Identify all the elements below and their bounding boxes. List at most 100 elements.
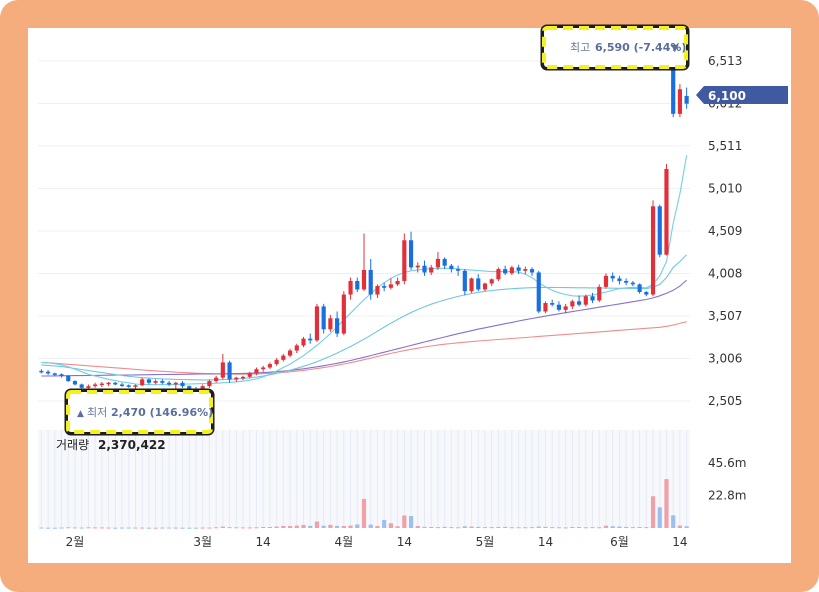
date-tick-label: 5월 — [476, 535, 495, 549]
candle — [59, 373, 64, 378]
candle-body — [590, 296, 595, 301]
candle-body — [220, 362, 225, 378]
price-tick-label: 4,509 — [708, 224, 742, 238]
candle-body — [234, 377, 239, 380]
volume-bar — [133, 527, 138, 529]
candle — [570, 299, 575, 309]
current-price-value: 6,100 — [708, 89, 746, 103]
candlestick-series — [39, 40, 689, 393]
candle — [240, 375, 246, 381]
candle-body — [408, 240, 414, 268]
volume-bar — [193, 527, 199, 529]
volume-bar — [254, 527, 259, 529]
volume-bar — [610, 526, 615, 528]
volume-bar — [59, 527, 64, 529]
volume-axis: 45.6m 22.8m — [708, 456, 746, 503]
candle-body — [93, 384, 98, 387]
volume-bar — [570, 527, 575, 529]
date-tick-label: 14 — [538, 535, 553, 549]
volume-bar — [644, 527, 649, 529]
candle-body — [99, 383, 104, 386]
volume-bar — [72, 527, 78, 529]
candle-body — [529, 269, 535, 273]
volume-bar — [79, 527, 84, 529]
volume-bar — [449, 527, 454, 529]
candle-body — [335, 318, 340, 334]
date-tick-label: 6월 — [610, 535, 629, 549]
candle — [395, 277, 400, 287]
candle-body — [281, 355, 286, 360]
candle-body — [160, 381, 165, 383]
candle — [308, 333, 313, 344]
candle-body — [207, 381, 212, 387]
candle-body — [355, 280, 360, 290]
candle-body — [79, 384, 84, 388]
volume-bar — [577, 527, 582, 529]
ma20-line — [41, 254, 687, 381]
candle-body — [200, 386, 205, 390]
candle — [106, 381, 111, 387]
volume-bar — [140, 527, 145, 529]
candle — [281, 353, 286, 362]
candle-body — [361, 269, 367, 290]
price-tick-label: 5,010 — [708, 182, 742, 196]
candle — [563, 303, 568, 314]
candle-body — [72, 381, 78, 385]
volume-bar — [395, 526, 400, 528]
candle — [476, 274, 481, 292]
candle — [456, 265, 461, 276]
candle — [496, 267, 501, 281]
high-down-arrow-icon: ▼ — [671, 43, 679, 54]
candle-body — [214, 377, 219, 382]
candle — [610, 272, 615, 282]
ma60-line — [41, 279, 687, 377]
high-value: 6,590 (-7.44%) — [595, 41, 686, 54]
candle-body — [570, 301, 575, 307]
candle — [274, 358, 279, 366]
candle — [52, 372, 57, 376]
volume-bar — [597, 527, 602, 529]
volume-bar — [119, 527, 125, 529]
candle-body — [563, 306, 568, 310]
candle-body — [442, 258, 447, 266]
volume-bar — [650, 496, 656, 528]
candle — [234, 376, 239, 382]
volume-bars — [39, 479, 689, 529]
volume-bar — [637, 527, 642, 529]
volume-bar — [529, 527, 535, 529]
volume-bar — [287, 526, 293, 528]
candle — [684, 87, 689, 109]
candle — [166, 381, 172, 387]
candle — [577, 295, 582, 307]
low-value: 2,470 (146.96%) — [111, 406, 213, 419]
candle-body — [267, 364, 272, 368]
price-tick-label: 3,006 — [708, 352, 742, 366]
candle — [382, 282, 387, 292]
low-up-arrow-icon: ▲ — [77, 409, 84, 419]
candle — [536, 270, 541, 314]
volume-bar — [375, 526, 380, 528]
volume-bar — [624, 526, 629, 528]
date-tick-label: 3월 — [193, 535, 212, 549]
volume-bar — [516, 527, 521, 529]
candle — [287, 348, 293, 358]
candle — [180, 381, 185, 388]
candle-body — [415, 265, 420, 268]
volume-bar — [86, 527, 91, 529]
candle — [597, 284, 602, 303]
volume-bar — [146, 527, 151, 529]
candle-body — [684, 96, 689, 104]
volume-bar — [482, 527, 488, 529]
candle — [402, 233, 407, 285]
candle-body — [402, 240, 407, 281]
volume-bar — [187, 527, 192, 529]
volume-bar — [93, 527, 98, 529]
candle-body — [52, 373, 57, 375]
price-axis: 6,5136,0125,5115,0104,5094,0083,5073,006… — [708, 54, 742, 408]
candle-body — [39, 370, 44, 373]
volume-bar — [408, 516, 414, 528]
candle — [415, 262, 420, 273]
high-label: 최고 — [570, 41, 590, 54]
volume-bar — [200, 527, 205, 529]
volume-label: 거래량 — [56, 438, 89, 452]
